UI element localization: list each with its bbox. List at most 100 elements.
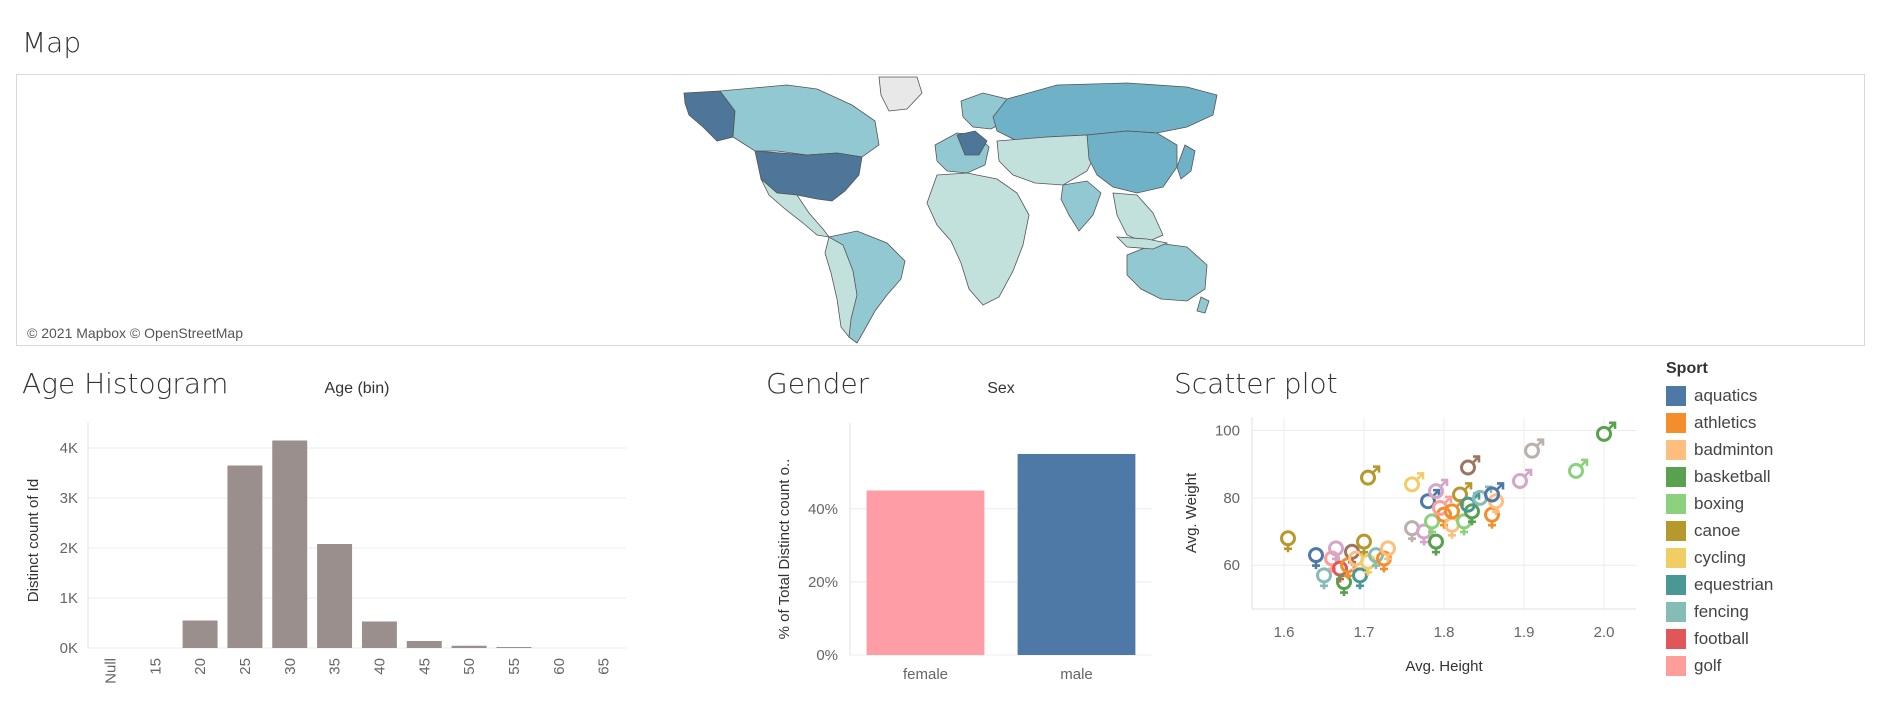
scatter-point-male[interactable] — [1460, 455, 1481, 476]
legend-item-football[interactable]: football — [1666, 625, 1866, 652]
scatter-point-female[interactable] — [1336, 574, 1352, 597]
legend-swatch — [1666, 601, 1686, 622]
country-india[interactable] — [1060, 180, 1102, 232]
scatter-point-female[interactable] — [1428, 533, 1444, 556]
histogram-bar[interactable] — [272, 440, 308, 649]
histogram-x-tick: 45 — [416, 658, 433, 675]
legend-item-golf[interactable]: golf — [1666, 652, 1866, 679]
legend-label: badminton — [1694, 439, 1774, 459]
country-indonesia[interactable] — [1115, 236, 1169, 250]
scatter-point-ring — [1420, 493, 1436, 510]
scatter-point-male[interactable] — [1404, 472, 1425, 493]
scatter-point-female[interactable] — [1316, 567, 1332, 590]
scatter-point-male[interactable] — [1524, 438, 1545, 459]
histogram-x-tick: 25 — [237, 658, 254, 675]
histogram-bar[interactable] — [406, 641, 442, 648]
legend-label: canoe — [1694, 520, 1741, 540]
gender-x-tick: male — [1060, 666, 1093, 683]
scatter-point-ring — [1360, 469, 1376, 486]
country-southeast-asia[interactable] — [1112, 192, 1164, 244]
scatter-point-female[interactable] — [1280, 530, 1296, 553]
gender-bar-chart[interactable]: Sex % of Total Distinct count o.. 0% 20% 40%… — [762, 371, 1162, 701]
histogram-bar[interactable] — [227, 465, 263, 649]
country-europe-central[interactable] — [956, 130, 988, 156]
scatter-x-tick: 1.7 — [1354, 624, 1375, 641]
sport-legend[interactable]: Sport aquatics athletics badminton basketba… — [1666, 360, 1866, 679]
scatter-point-arrowhead — [1609, 421, 1617, 429]
scatter-y-tick: 80 — [1223, 490, 1240, 507]
country-central-asia[interactable] — [996, 134, 1098, 186]
histogram-x-tick: 30 — [282, 658, 299, 675]
legend-swatch — [1666, 655, 1686, 676]
scatter-point-female[interactable] — [1424, 513, 1440, 536]
legend-label: equestrian — [1694, 574, 1774, 594]
legend-item-fencing[interactable]: fencing — [1666, 598, 1866, 625]
gender-y-tick: 40% — [808, 501, 838, 518]
histogram-bar[interactable] — [317, 544, 353, 648]
legend-label: boxing — [1694, 493, 1745, 513]
country-canada[interactable] — [719, 84, 880, 158]
country-new-zealand[interactable] — [1196, 296, 1210, 314]
scatter-point-male[interactable] — [1360, 465, 1381, 486]
histogram-bar[interactable] — [361, 621, 397, 649]
legend-swatch — [1666, 412, 1686, 433]
scatter-point-female[interactable] — [1352, 567, 1368, 590]
scatter-point-female[interactable] — [1380, 540, 1396, 563]
country-south-america-west[interactable] — [824, 236, 858, 339]
histogram-bar[interactable] — [182, 620, 218, 649]
legend-item-boxing[interactable]: boxing — [1666, 490, 1866, 517]
scatter-point-female[interactable] — [1356, 533, 1372, 556]
scatter-point-arrowhead — [1465, 482, 1473, 490]
country-africa[interactable] — [926, 172, 1030, 306]
legend-title: Sport — [1666, 360, 1708, 377]
map-credit: © 2021 Mapbox © OpenStreetMap — [27, 325, 243, 341]
country-russia[interactable] — [992, 82, 1218, 142]
scatter-point-male[interactable] — [1484, 482, 1505, 503]
country-greenland[interactable] — [878, 76, 923, 112]
histogram-x-tick: 20 — [192, 658, 209, 675]
gender-bar-male[interactable] — [1017, 453, 1136, 655]
scatter-point-arrowhead — [1441, 478, 1449, 487]
scatter-point-female[interactable] — [1340, 557, 1356, 580]
histogram-x-tick: 65 — [596, 658, 613, 675]
scatter-point-male[interactable] — [1596, 421, 1617, 442]
legend-item-canoe[interactable]: canoe — [1666, 517, 1866, 544]
country-japan[interactable] — [1176, 144, 1196, 180]
scatter-point-ring — [1308, 547, 1324, 564]
scatter-point-ring — [1452, 486, 1468, 503]
scatter-point-ring — [1596, 425, 1612, 442]
country-australia[interactable] — [1126, 242, 1208, 302]
legend-swatch — [1666, 628, 1686, 649]
scatter-x-axis-title: Avg. Height — [1405, 658, 1483, 675]
histogram-bar[interactable] — [451, 645, 487, 648]
scatter-point-female[interactable] — [1368, 547, 1384, 570]
scatter-point-male[interactable] — [1568, 458, 1589, 479]
gender-x-tick: female — [903, 666, 948, 683]
legend-item-badminton[interactable]: badminton — [1666, 436, 1866, 463]
scatter-point-female[interactable] — [1484, 506, 1500, 529]
scatter-point-arrowhead — [1537, 438, 1545, 446]
world-map-graphic[interactable] — [17, 75, 1864, 345]
scatter-point-male[interactable] — [1452, 482, 1473, 503]
country-china[interactable] — [1086, 130, 1178, 194]
legend-item-aquatics[interactable]: aquatics — [1666, 382, 1866, 409]
scatter-y-axis-title: Avg. Weight — [1183, 472, 1200, 553]
scatter-point-male[interactable] — [1428, 478, 1449, 500]
gender-y-tick: 0% — [816, 647, 838, 664]
gender-bar-female[interactable] — [866, 490, 985, 655]
legend-item-basketball[interactable]: basketball — [1666, 463, 1866, 490]
legend-item-athletics[interactable]: athletics — [1666, 409, 1866, 436]
scatter-plot-chart[interactable]: Avg. Weight Avg. Height 60 80 100 1.6 1.7 1.8 1.… — [1170, 371, 1640, 701]
world-map[interactable]: © 2021 Mapbox © OpenStreetMap — [16, 74, 1865, 346]
age-histogram-chart[interactable]: Age (bin) Distinct count of Id 0K 1K 2K 3K 4K N… — [16, 371, 756, 701]
legend-item-equestrian[interactable]: equestrian — [1666, 571, 1866, 598]
scatter-point-ring — [1460, 459, 1476, 476]
scatter-point-female[interactable] — [1328, 540, 1344, 563]
histogram-title: Age Histogram — [22, 367, 229, 400]
scatter-point-female[interactable] — [1308, 547, 1324, 570]
histogram-x-tick: 40 — [371, 658, 388, 675]
legend-label: football — [1694, 628, 1749, 648]
histogram-bar[interactable] — [496, 647, 532, 648]
legend-item-cycling[interactable]: cycling — [1666, 544, 1866, 571]
scatter-point-male[interactable] — [1512, 468, 1533, 489]
